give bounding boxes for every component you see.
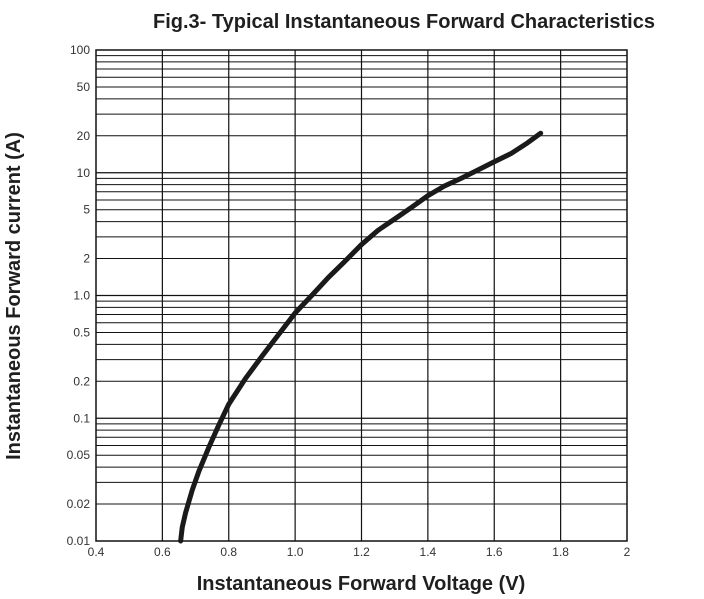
x-tick-label: 1.2	[353, 545, 370, 559]
x-tick-label: 0.4	[88, 545, 105, 559]
y-tick-label: 5	[83, 203, 90, 217]
y-tick-label: 0.1	[73, 411, 90, 425]
x-axis-title: Instantaneous Forward Voltage (V)	[197, 573, 526, 595]
y-tick-label: 100	[70, 43, 90, 57]
y-tick-label: 0.5	[73, 325, 90, 339]
y-tick-label: 2	[83, 252, 90, 266]
series-line	[178, 130, 544, 544]
x-axis-ticks: 0.4 0.6 0.8 1.0 1.2 1.4 1.6 1.8 2	[88, 545, 631, 559]
plot-frame	[95, 49, 628, 542]
y-tick-label: 0.05	[67, 448, 91, 462]
x-tick-label: 1.8	[552, 545, 569, 559]
y-tick-label: 0.02	[67, 497, 91, 511]
x-tick-label: 0.8	[220, 545, 237, 559]
y-tick-label: 50	[77, 80, 91, 94]
x-tick-label: 1.6	[486, 545, 503, 559]
y-tick-label: 0.2	[73, 374, 90, 388]
y-tick-label: 20	[77, 129, 91, 143]
series-layer	[178, 130, 544, 544]
x-tick-label: 0.6	[154, 545, 171, 559]
y-axis-ticks: 100 50 20 10 5 2 1.0 0.5 0.2 0.1 0.05 0.02 0.01	[67, 43, 91, 548]
y-axis-title: Instantaneous Forward current (A)	[3, 132, 25, 460]
y-tick-label: 10	[77, 166, 91, 180]
y-tick-label: 1.0	[73, 289, 90, 303]
chart-title: Fig.3- Typical Instantaneous Forward Cha…	[153, 11, 655, 33]
x-tick-label: 1.4	[420, 545, 437, 559]
x-tick-label: 2	[624, 545, 631, 559]
y-tick-label: 0.01	[67, 534, 91, 548]
grid	[96, 50, 627, 541]
x-tick-label: 1.0	[287, 545, 304, 559]
